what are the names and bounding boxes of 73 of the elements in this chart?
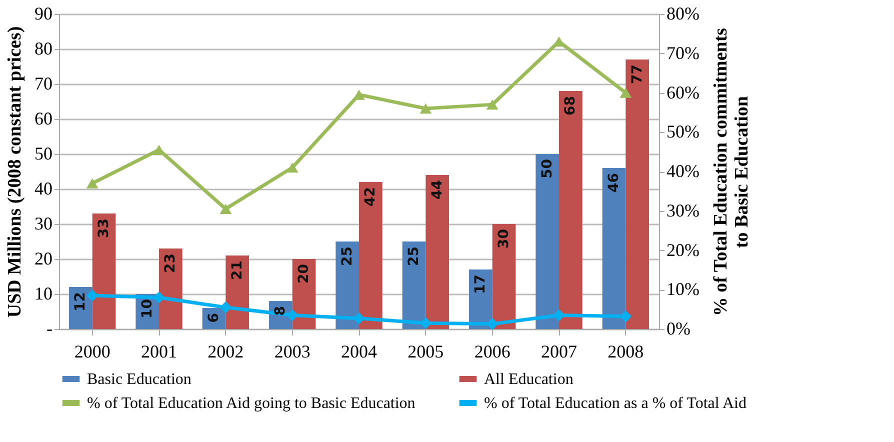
bar xyxy=(602,168,626,329)
bar xyxy=(559,91,582,329)
y2-tick-label: 70% xyxy=(666,42,700,63)
y-tick-label: 40 xyxy=(34,178,52,198)
legend-label: Basic Education xyxy=(87,371,192,388)
data-label: 12 xyxy=(72,292,89,312)
data-label: 77 xyxy=(629,64,646,84)
point xyxy=(286,162,298,173)
y2-tick-label: 50% xyxy=(666,122,700,142)
y2-tick-label: 80% xyxy=(666,4,700,24)
y2-tick-label: 60% xyxy=(666,82,700,102)
y-tick-label: 30 xyxy=(34,214,52,234)
point xyxy=(553,309,565,322)
y-tick-label: - xyxy=(46,318,52,338)
bar xyxy=(536,154,559,329)
point xyxy=(286,309,298,322)
y2-tick-label: 10% xyxy=(666,279,700,300)
legend-label: % of Total Education Aid going to Basic Education xyxy=(87,395,416,412)
y-tick-label: 10 xyxy=(34,284,52,304)
y-tick-label: 90 xyxy=(34,4,52,24)
y-tick-label: 20 xyxy=(34,248,52,268)
bar xyxy=(336,242,359,329)
x-tick-label: 2000 xyxy=(74,342,110,362)
bar xyxy=(426,175,449,329)
data-label: 33 xyxy=(96,218,112,238)
y2-tick-label: 0% xyxy=(666,318,690,338)
data-label: 68 xyxy=(562,96,579,116)
x-tick-label: 2008 xyxy=(608,342,644,362)
x-tick-label: 2003 xyxy=(274,342,310,362)
point xyxy=(153,292,165,304)
x-tick-label: 2007 xyxy=(541,342,577,362)
legend-label: % of Total Education as a % of Total Aid xyxy=(484,395,746,412)
data-label: 17 xyxy=(472,274,489,294)
x-tick-label: 2004 xyxy=(341,342,377,362)
data-label: 21 xyxy=(229,260,246,280)
x-tick-label: 2001 xyxy=(141,342,177,362)
x-tick-label: 2002 xyxy=(208,342,244,362)
x-tick-label: 2005 xyxy=(408,342,444,362)
point xyxy=(86,290,98,302)
y2-axis-title: % of Total Education commitments to Basic Education xyxy=(710,28,752,316)
y-tick-label: 50 xyxy=(34,144,52,164)
point xyxy=(353,90,365,100)
data-label: 25 xyxy=(406,246,422,266)
x-tick-label: 2006 xyxy=(474,342,510,362)
y-tick-label: 80 xyxy=(34,38,52,58)
y2-tick-label: 30% xyxy=(666,200,700,220)
point xyxy=(620,88,632,98)
point xyxy=(353,312,365,324)
y-tick-label: 60 xyxy=(34,108,52,128)
point xyxy=(420,103,432,114)
data-label: 42 xyxy=(362,187,379,206)
data-label: 20 xyxy=(296,264,312,284)
y-axis-title: USD Millions (2008 constant prices) xyxy=(4,26,26,318)
data-label: 8 xyxy=(272,306,289,316)
bar xyxy=(92,214,116,329)
data-label: 30 xyxy=(496,228,512,248)
point xyxy=(220,301,232,314)
data-label: 50 xyxy=(539,158,556,178)
data-label: 25 xyxy=(339,246,356,266)
data-label: 44 xyxy=(429,180,446,200)
y2-tick-label: 20% xyxy=(666,240,700,260)
bar xyxy=(626,60,649,329)
point xyxy=(86,178,98,188)
data-label: 10 xyxy=(139,298,156,318)
y-tick-label: 70 xyxy=(34,74,52,94)
data-label: 6 xyxy=(206,313,222,323)
y2-tick-label: 40% xyxy=(666,161,700,181)
bar xyxy=(359,182,382,329)
data-label: 23 xyxy=(162,254,179,273)
legend-label: All Education xyxy=(484,371,574,388)
point xyxy=(220,204,232,214)
data-label: 46 xyxy=(606,173,622,192)
point xyxy=(486,99,498,110)
